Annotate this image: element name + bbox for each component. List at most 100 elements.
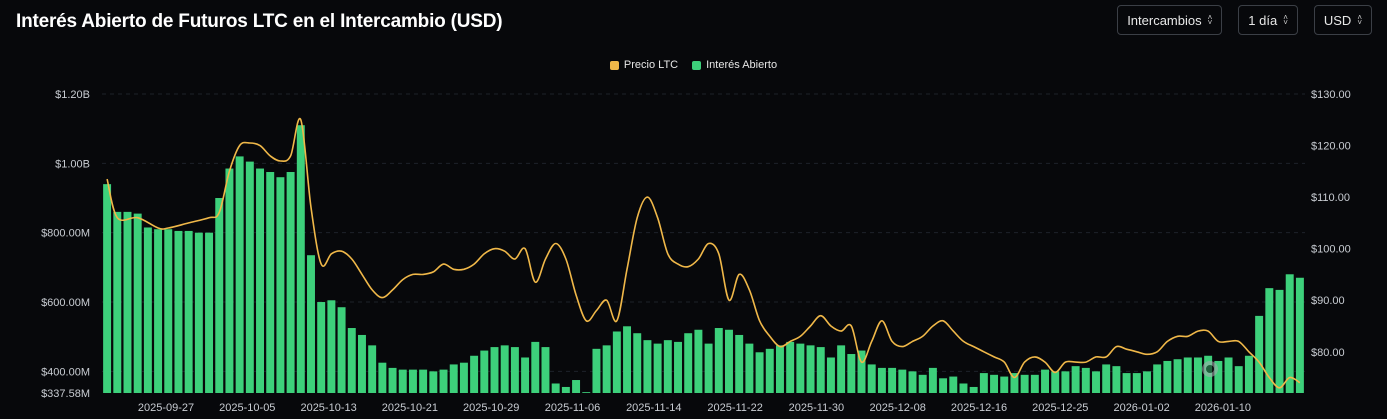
- open-interest-bar[interactable]: [490, 347, 499, 393]
- open-interest-bar[interactable]: [510, 347, 519, 393]
- open-interest-bar[interactable]: [928, 367, 937, 393]
- open-interest-bar[interactable]: [1081, 367, 1090, 393]
- open-interest-bar[interactable]: [531, 341, 540, 393]
- open-interest-bar[interactable]: [1122, 373, 1131, 393]
- exchange-select[interactable]: Intercambios ˄ ˅: [1117, 5, 1223, 35]
- open-interest-bar[interactable]: [429, 371, 438, 393]
- open-interest-bar[interactable]: [867, 364, 876, 393]
- open-interest-bar[interactable]: [1295, 277, 1304, 393]
- open-interest-bar[interactable]: [674, 341, 682, 393]
- open-interest-bar[interactable]: [725, 329, 733, 393]
- open-interest-bar[interactable]: [1153, 364, 1162, 393]
- open-interest-bar[interactable]: [684, 333, 693, 393]
- open-interest-bar[interactable]: [154, 229, 163, 393]
- open-interest-bar[interactable]: [327, 300, 336, 393]
- open-interest-bar[interactable]: [1214, 360, 1223, 393]
- open-interest-bar[interactable]: [949, 376, 958, 393]
- open-interest-bar[interactable]: [816, 347, 825, 393]
- open-interest-bar[interactable]: [174, 230, 183, 393]
- open-interest-bar[interactable]: [796, 343, 805, 393]
- open-interest-bar[interactable]: [1061, 371, 1070, 393]
- open-interest-bar[interactable]: [1010, 373, 1019, 393]
- open-interest-bar[interactable]: [602, 345, 611, 393]
- open-interest-bar[interactable]: [408, 369, 417, 393]
- open-interest-bar[interactable]: [1020, 374, 1029, 393]
- open-interest-bar[interactable]: [735, 334, 744, 393]
- open-interest-bar[interactable]: [337, 307, 346, 393]
- open-interest-bar[interactable]: [245, 161, 254, 393]
- open-interest-bar[interactable]: [103, 184, 112, 393]
- open-interest-bar[interactable]: [1041, 369, 1050, 393]
- open-interest-bar[interactable]: [398, 369, 407, 393]
- open-interest-bar[interactable]: [1183, 357, 1192, 393]
- open-interest-bar[interactable]: [1092, 371, 1100, 393]
- open-interest-bar[interactable]: [378, 362, 387, 393]
- open-interest-bar[interactable]: [837, 345, 846, 393]
- open-interest-bar[interactable]: [256, 168, 264, 393]
- open-interest-bar[interactable]: [419, 369, 428, 393]
- open-interest-bar[interactable]: [888, 367, 897, 393]
- legend-item-open-interest[interactable]: Interés Abierto: [692, 59, 777, 71]
- open-interest-bar[interactable]: [694, 329, 703, 393]
- open-interest-bar[interactable]: [551, 383, 560, 393]
- open-interest-bar[interactable]: [877, 367, 886, 393]
- open-interest-bar[interactable]: [1163, 360, 1172, 393]
- open-interest-bar[interactable]: [215, 198, 224, 393]
- open-interest-bar[interactable]: [1102, 364, 1111, 393]
- open-interest-bar[interactable]: [918, 374, 927, 393]
- open-interest-bar[interactable]: [653, 343, 662, 393]
- open-interest-bar[interactable]: [1244, 355, 1253, 393]
- open-interest-bar[interactable]: [898, 369, 907, 393]
- open-interest-bar[interactable]: [541, 347, 550, 393]
- open-interest-bar[interactable]: [470, 355, 479, 393]
- open-interest-bar[interactable]: [1224, 357, 1233, 393]
- open-interest-bar[interactable]: [1132, 373, 1141, 393]
- open-interest-bar[interactable]: [133, 213, 142, 393]
- open-interest-bar[interactable]: [1275, 289, 1284, 393]
- open-interest-bar[interactable]: [1193, 357, 1202, 393]
- open-interest-bar[interactable]: [123, 211, 132, 393]
- open-interest-bar[interactable]: [480, 350, 489, 393]
- open-interest-bar[interactable]: [1000, 376, 1009, 393]
- open-interest-bar[interactable]: [1051, 371, 1060, 393]
- open-interest-bar[interactable]: [357, 334, 366, 393]
- open-interest-bar[interactable]: [317, 302, 326, 393]
- open-interest-bar[interactable]: [643, 340, 652, 393]
- open-interest-bar[interactable]: [449, 364, 458, 393]
- open-interest-bar[interactable]: [704, 343, 713, 393]
- open-interest-bar[interactable]: [296, 125, 305, 394]
- open-interest-bar[interactable]: [1143, 371, 1151, 393]
- open-interest-bar[interactable]: [194, 232, 203, 393]
- open-interest-bar[interactable]: [765, 348, 774, 393]
- open-interest-bar[interactable]: [368, 345, 377, 393]
- open-interest-bar[interactable]: [908, 371, 917, 393]
- open-interest-bar[interactable]: [286, 172, 295, 393]
- open-interest-bar[interactable]: [633, 333, 642, 393]
- open-interest-bar[interactable]: [786, 341, 795, 393]
- open-interest-bar[interactable]: [388, 367, 397, 393]
- open-interest-bar[interactable]: [1173, 359, 1182, 393]
- open-interest-bar[interactable]: [623, 326, 632, 393]
- open-interest-bar[interactable]: [1234, 366, 1243, 393]
- open-interest-bar[interactable]: [500, 345, 509, 393]
- open-interest-bar[interactable]: [276, 177, 285, 393]
- open-interest-bar[interactable]: [582, 392, 591, 393]
- open-interest-bar[interactable]: [990, 374, 999, 393]
- legend-item-price[interactable]: Precio LTC: [609, 59, 678, 71]
- interval-select[interactable]: 1 día ˄ ˅: [1238, 5, 1298, 35]
- currency-select[interactable]: USD ˄ ˅: [1313, 5, 1372, 35]
- open-interest-bar[interactable]: [164, 229, 173, 393]
- open-interest-bar[interactable]: [745, 343, 754, 393]
- open-interest-bar[interactable]: [521, 357, 530, 393]
- open-interest-bar[interactable]: [1112, 366, 1121, 393]
- open-interest-bar[interactable]: [939, 378, 948, 393]
- price-line[interactable]: [106, 117, 1301, 389]
- open-interest-bar[interactable]: [113, 211, 122, 393]
- open-interest-bar[interactable]: [847, 354, 856, 393]
- open-interest-bar[interactable]: [755, 352, 764, 393]
- open-interest-bar[interactable]: [1255, 315, 1264, 393]
- open-interest-bar[interactable]: [592, 348, 601, 393]
- open-interest-bar[interactable]: [714, 328, 723, 393]
- open-interest-bar[interactable]: [1071, 366, 1080, 393]
